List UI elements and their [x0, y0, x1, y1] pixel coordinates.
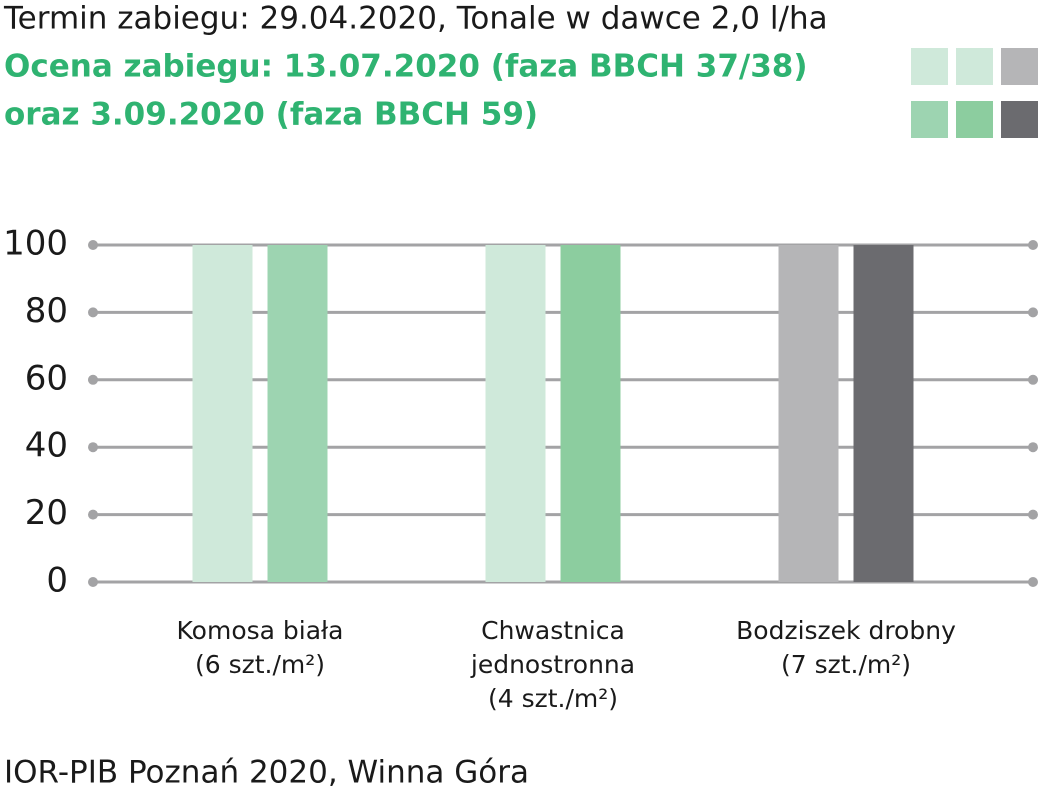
- grid-dot: [88, 442, 98, 453]
- bar: [192, 245, 253, 582]
- grid-dot: [88, 240, 98, 250]
- grid-dot: [1028, 577, 1038, 587]
- x-tick-label: Bodziszek drobny: [736, 616, 956, 645]
- grid-dot: [1028, 240, 1038, 250]
- chart-subtitle: Ocena zabiegu: 13.07.2020 (faza BBCH 37/…: [4, 49, 808, 85]
- legend-swatch: [1001, 101, 1038, 138]
- grid-dot: [88, 307, 98, 318]
- y-tick-label: 80: [25, 291, 68, 331]
- legend-swatch: [911, 101, 948, 138]
- y-tick-label: 100: [3, 224, 68, 264]
- x-tick-label: (7 szt./m²): [781, 650, 911, 679]
- grid-dot: [88, 374, 98, 385]
- chart-title: Termin zabiegu: 29.04.2020, Tonale w daw…: [3, 1, 828, 37]
- grid-dot: [1028, 374, 1038, 385]
- legend-swatch: [911, 48, 948, 85]
- y-tick-label: 20: [25, 493, 68, 533]
- chart-subtitle: oraz 3.09.2020 (faza BBCH 59): [4, 97, 538, 133]
- bar: [267, 245, 328, 582]
- grid-dot: [1028, 442, 1038, 453]
- y-tick-label: 40: [25, 426, 68, 466]
- bar: [853, 245, 914, 582]
- grid-dot: [88, 577, 98, 587]
- source: IOR-PIB Poznań 2020, Winna Góra: [4, 755, 529, 791]
- grid-dot: [1028, 307, 1038, 318]
- x-tick-label: (6 szt./m²): [195, 650, 325, 679]
- bar: [560, 245, 621, 582]
- legend-swatch: [956, 48, 993, 85]
- y-tick-label: 0: [46, 561, 68, 601]
- y-tick-label: 60: [25, 358, 68, 398]
- grid-dot: [1028, 509, 1038, 520]
- bar: [485, 245, 546, 582]
- grid-dot: [88, 509, 98, 520]
- bar: [778, 245, 839, 582]
- x-tick-label: (4 szt./m²): [488, 684, 618, 713]
- legend-swatch: [956, 101, 993, 138]
- x-tick-label: Komosa biała: [177, 616, 344, 645]
- x-tick-label: Chwastnica: [481, 616, 625, 645]
- legend-swatch: [1001, 48, 1038, 85]
- x-tick-label: jednostronna: [470, 650, 635, 679]
